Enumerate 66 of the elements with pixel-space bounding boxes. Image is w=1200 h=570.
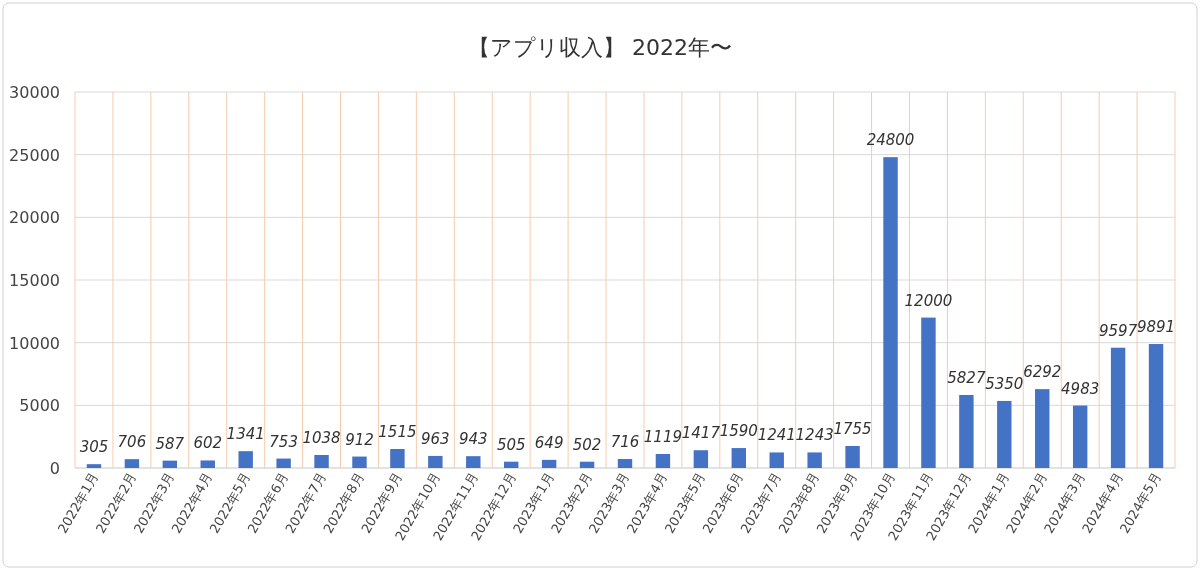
bar (959, 394, 974, 468)
bar (504, 461, 519, 468)
y-tick-label: 0 (49, 459, 60, 478)
data-label: 1341 (226, 425, 265, 444)
bar (276, 458, 291, 468)
bar (466, 456, 481, 468)
data-label: 943 (458, 430, 488, 449)
data-label: 6292 (1023, 363, 1062, 382)
bar (428, 455, 443, 468)
bar (1110, 347, 1126, 468)
data-label: 305 (79, 438, 109, 457)
bar (86, 464, 102, 468)
bar (1072, 405, 1088, 468)
bar (655, 453, 671, 468)
chart-title: 【アプリ収入】 2022年〜 (468, 35, 732, 60)
bar (124, 459, 140, 468)
bar (162, 460, 178, 468)
data-label: 5350 (985, 374, 1024, 393)
data-label: 912 (345, 430, 374, 449)
bar (352, 456, 367, 468)
data-label: 716 (610, 433, 640, 452)
bar (390, 449, 405, 468)
data-label: 9597 (1099, 321, 1138, 340)
data-label: 602 (193, 434, 223, 453)
data-label: 4983 (1061, 379, 1100, 398)
data-label: 587 (155, 434, 185, 453)
y-tick-label: 15000 (9, 271, 60, 290)
data-label: 1515 (378, 423, 417, 442)
bar (883, 157, 898, 468)
data-label: 753 (269, 432, 298, 451)
data-label: 12000 (904, 291, 953, 310)
data-label: 706 (117, 433, 147, 452)
data-label: 1417 (681, 424, 721, 443)
data-label: 1241 (757, 426, 796, 445)
bar (769, 452, 784, 468)
y-tick-label: 25000 (9, 145, 60, 165)
bar (693, 450, 709, 468)
bar (921, 317, 936, 468)
data-label: 963 (421, 429, 450, 448)
bar (845, 446, 860, 468)
data-label: 502 (572, 435, 602, 454)
y-tick-label: 10000 (9, 333, 60, 353)
data-label: 1243 (795, 426, 834, 445)
bar (541, 459, 557, 468)
data-label: 1590 (719, 422, 758, 441)
data-label: 24800 (866, 131, 915, 150)
bar (200, 460, 215, 468)
bar (997, 400, 1012, 468)
data-label: 649 (534, 433, 564, 452)
y-tick-label: 20000 (9, 208, 60, 228)
data-label: 1038 (302, 428, 341, 447)
bar (617, 459, 633, 468)
data-label: 9891 (1136, 318, 1176, 337)
data-label: 505 (496, 435, 526, 454)
y-tick-label: 5000 (19, 396, 60, 416)
y-tick-label: 30000 (9, 83, 60, 102)
bar (238, 451, 253, 468)
bar (314, 454, 329, 468)
bar (731, 448, 746, 468)
data-label: 5827 (947, 368, 986, 387)
data-label: 1119 (643, 427, 683, 446)
bar (1148, 344, 1164, 468)
bar (579, 461, 595, 468)
data-label: 1755 (833, 420, 872, 438)
bar (807, 452, 822, 468)
bar (1035, 389, 1050, 468)
